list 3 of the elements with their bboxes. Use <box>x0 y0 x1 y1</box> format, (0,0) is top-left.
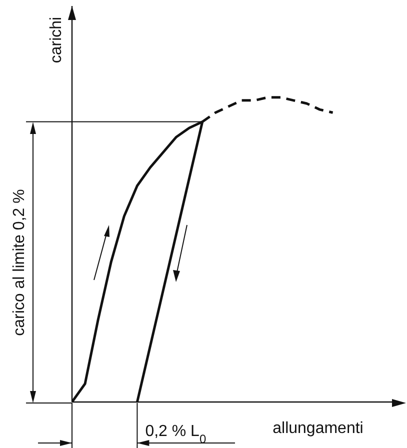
y-axis-title: carichi <box>48 16 65 64</box>
x-axis-title: allungamenti <box>272 420 364 437</box>
text: carico al limite 0,2 % <box>11 189 28 336</box>
